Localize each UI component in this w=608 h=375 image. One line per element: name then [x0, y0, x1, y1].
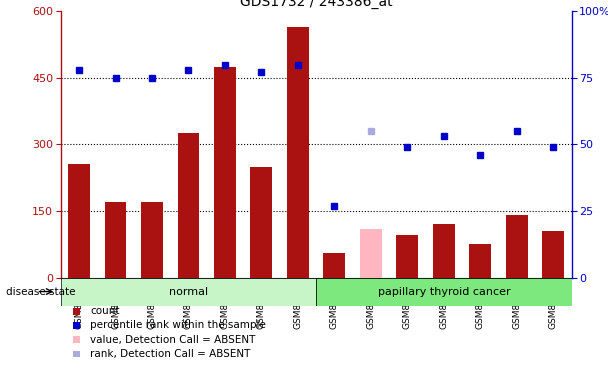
Title: GDS1732 / 243386_at: GDS1732 / 243386_at	[240, 0, 393, 9]
Bar	[61, 278, 316, 306]
Text: normal: normal	[169, 286, 208, 297]
Text: disease state: disease state	[6, 286, 75, 297]
Text: rank, Detection Call = ABSENT: rank, Detection Call = ABSENT	[90, 349, 250, 359]
Text: percentile rank within the sample: percentile rank within the sample	[90, 321, 266, 330]
Bar	[360, 229, 382, 278]
Bar	[68, 164, 90, 278]
Bar	[214, 67, 236, 278]
Bar	[396, 236, 418, 278]
Text: count: count	[90, 306, 120, 316]
Text: value, Detection Call = ABSENT: value, Detection Call = ABSENT	[90, 335, 255, 345]
Bar	[506, 215, 528, 278]
Bar	[105, 202, 126, 278]
Bar	[469, 244, 491, 278]
Bar	[542, 231, 564, 278]
Bar	[433, 224, 455, 278]
Bar	[178, 133, 199, 278]
Bar	[250, 166, 272, 278]
Bar	[323, 253, 345, 278]
Text: papillary thyroid cancer: papillary thyroid cancer	[378, 286, 510, 297]
Bar	[316, 278, 572, 306]
Bar	[141, 202, 163, 278]
Bar	[287, 27, 309, 278]
